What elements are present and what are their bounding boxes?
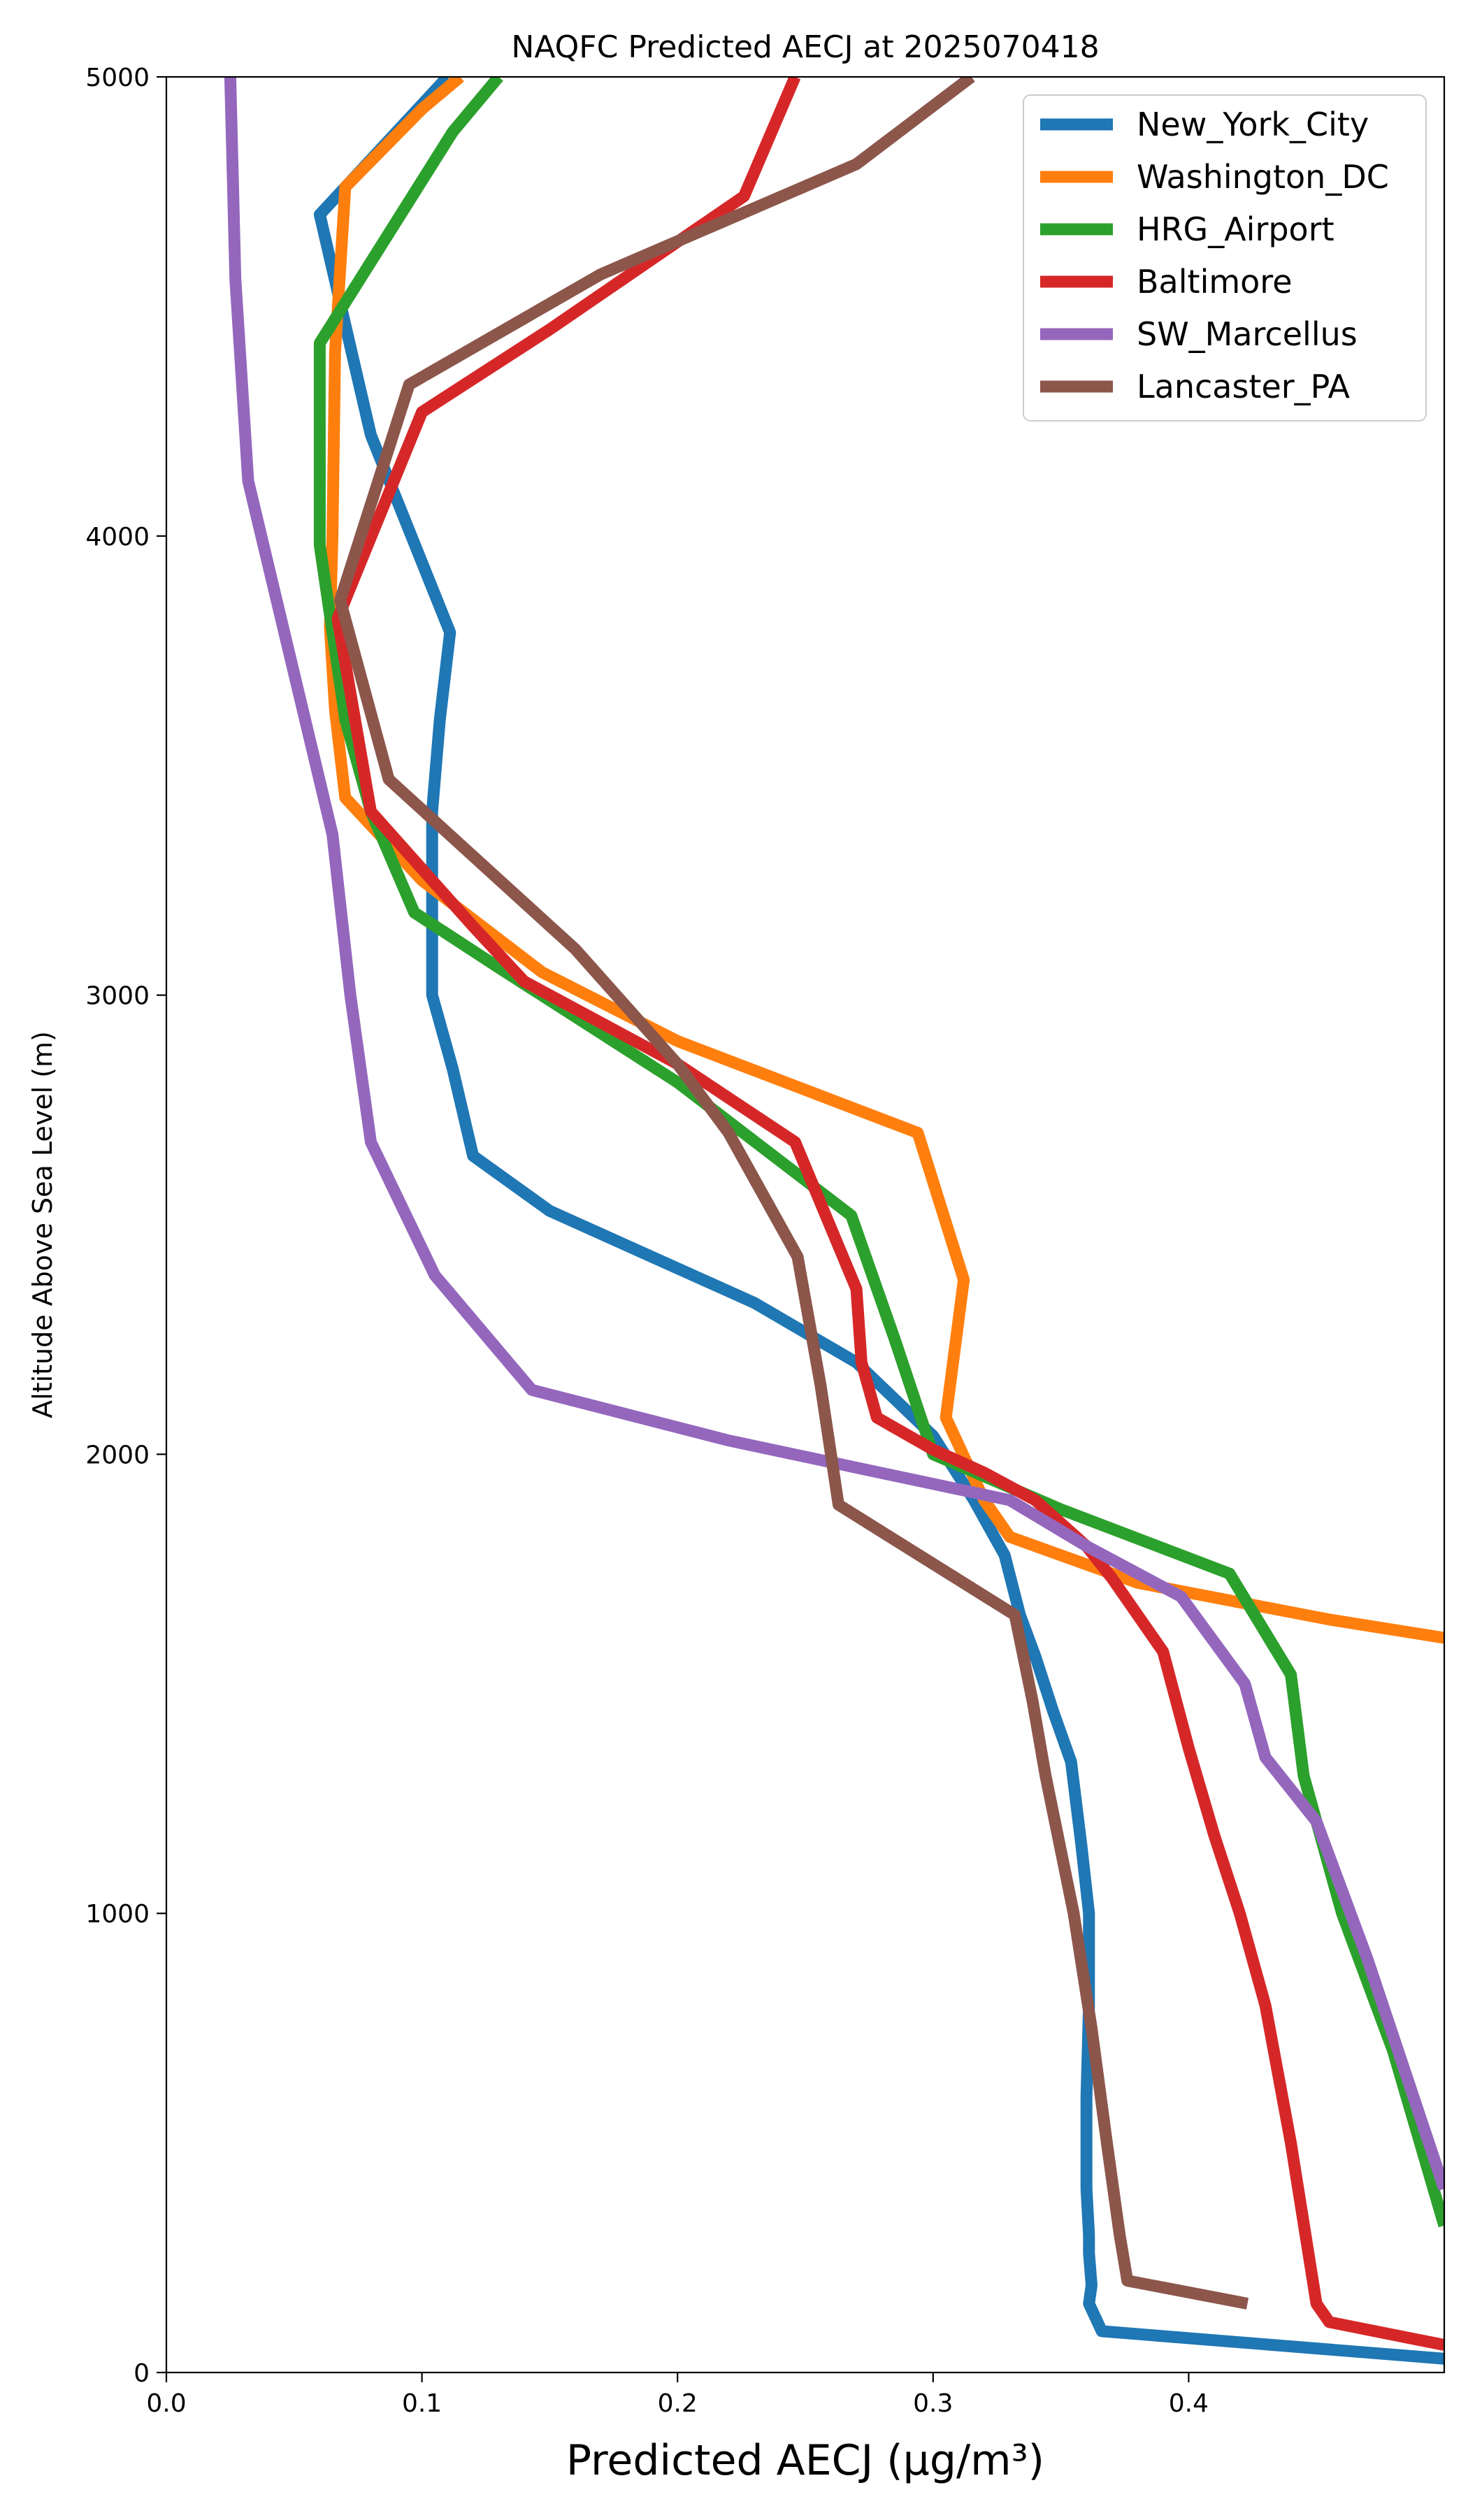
y-tick-label: 0 bbox=[134, 2359, 150, 2388]
y-tick-label: 5000 bbox=[85, 64, 150, 92]
x-tick-label: 0.0 bbox=[146, 2389, 186, 2418]
legend-label-hrg-airport: HRG_Airport bbox=[1137, 210, 1334, 248]
x-tick-label: 0.1 bbox=[402, 2389, 442, 2418]
legend-label-baltimore: Baltimore bbox=[1137, 263, 1293, 301]
axes: 0.0 0.1 0.2 0.3 0.4 0 1000 2000 3000 4000 5000 bbox=[85, 64, 1209, 2418]
legend-label-lancaster-pa: Lancaster_PA bbox=[1137, 368, 1350, 405]
legend-label-washington-dc: Washington_DC bbox=[1137, 158, 1389, 196]
y-axis-label: Altitude Above Sea Level (m) bbox=[27, 1031, 58, 1418]
y-tick-label: 2000 bbox=[85, 1441, 150, 1469]
plot-frame bbox=[165, 75, 1446, 2374]
series-line-sw-marcellus bbox=[224, 77, 1444, 2191]
series-line-baltimore bbox=[331, 77, 1444, 2351]
series-line-washington-dc bbox=[324, 77, 1444, 1644]
series-layer bbox=[224, 77, 1444, 2365]
chart-title: NAQFC Predicted AECJ at 2025070418 bbox=[511, 29, 1099, 65]
legend: New_York_City Washington_DC HRG_Airport Bal… bbox=[1023, 94, 1427, 422]
y-tick-label: 4000 bbox=[85, 523, 150, 552]
legend-label-sw-marcellus: SW_Marcellus bbox=[1137, 315, 1358, 353]
y-tick-label: 3000 bbox=[85, 982, 150, 1011]
x-tick-label: 0.4 bbox=[1169, 2389, 1209, 2418]
legend-label-new-york-city: New_York_City bbox=[1137, 106, 1369, 143]
legend-frame bbox=[1023, 94, 1427, 422]
x-tick-label: 0.3 bbox=[913, 2389, 953, 2418]
y-tick-label: 1000 bbox=[85, 1900, 150, 1929]
series-line-lancaster-pa bbox=[334, 77, 1249, 2310]
x-axis-label: Predicted AECJ (μg/m³) bbox=[566, 2436, 1044, 2485]
series-line-hrg-airport bbox=[313, 77, 1444, 2228]
x-tick-label: 0.2 bbox=[658, 2389, 698, 2418]
